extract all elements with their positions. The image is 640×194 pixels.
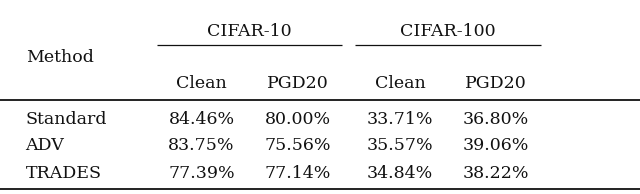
Text: Standard: Standard — [26, 111, 107, 127]
Text: ADV: ADV — [26, 138, 65, 154]
Text: TRADES: TRADES — [26, 165, 102, 182]
Text: 35.57%: 35.57% — [367, 138, 433, 154]
Text: 77.14%: 77.14% — [264, 165, 331, 182]
Text: 39.06%: 39.06% — [463, 138, 529, 154]
Text: 80.00%: 80.00% — [264, 111, 331, 127]
Text: 36.80%: 36.80% — [463, 111, 529, 127]
Text: Method: Method — [26, 49, 93, 66]
Text: Clean: Clean — [176, 75, 227, 93]
Text: 77.39%: 77.39% — [168, 165, 235, 182]
Text: 34.84%: 34.84% — [367, 165, 433, 182]
Text: 38.22%: 38.22% — [463, 165, 529, 182]
Text: CIFAR-10: CIFAR-10 — [207, 23, 292, 40]
Text: PGD20: PGD20 — [465, 75, 527, 93]
Text: Clean: Clean — [374, 75, 426, 93]
Text: CIFAR-100: CIFAR-100 — [400, 23, 496, 40]
Text: 33.71%: 33.71% — [367, 111, 433, 127]
Text: 75.56%: 75.56% — [264, 138, 331, 154]
Text: 84.46%: 84.46% — [168, 111, 235, 127]
Text: 83.75%: 83.75% — [168, 138, 235, 154]
Text: PGD20: PGD20 — [267, 75, 328, 93]
